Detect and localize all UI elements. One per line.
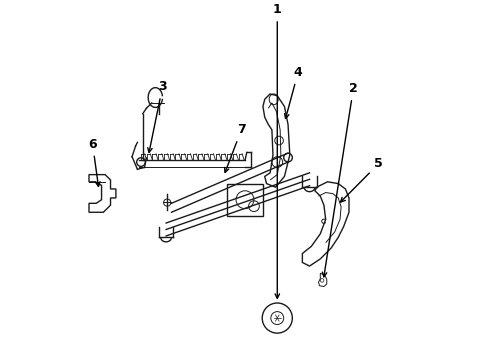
Text: 7: 7 — [224, 123, 246, 172]
Text: 1: 1 — [273, 3, 282, 298]
Text: 3: 3 — [148, 80, 167, 152]
Bar — [227, 184, 263, 216]
Text: 4: 4 — [285, 66, 302, 118]
Text: 6: 6 — [88, 138, 100, 186]
Text: 2: 2 — [322, 82, 358, 277]
Text: 5: 5 — [341, 157, 383, 202]
